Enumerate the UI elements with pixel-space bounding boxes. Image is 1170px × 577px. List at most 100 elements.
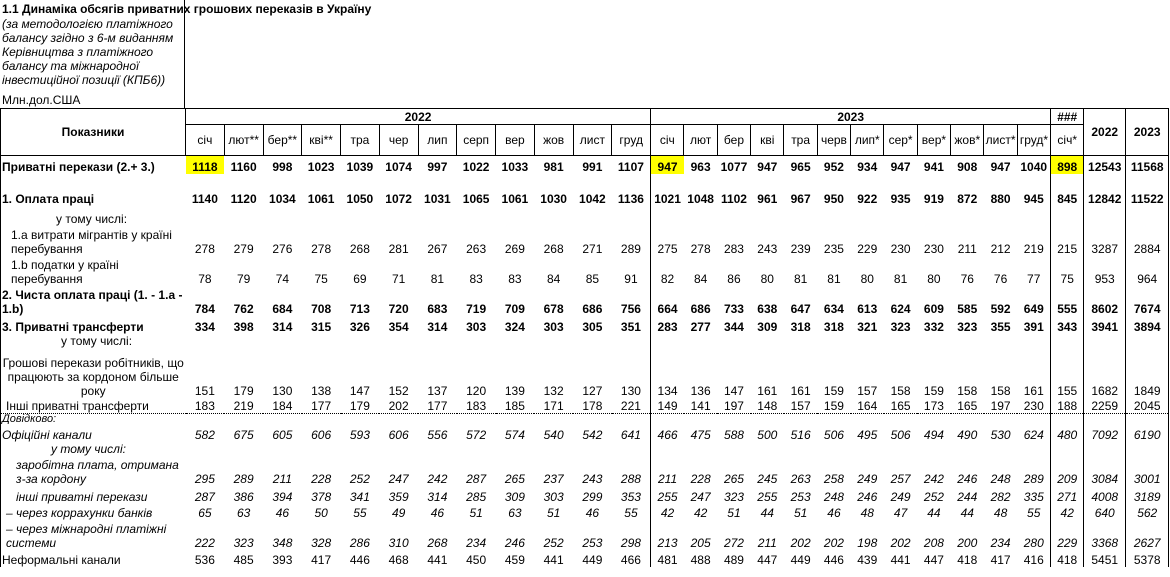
- value-cell: 495: [857, 428, 878, 442]
- empty-cell: [1125, 413, 1170, 424]
- empty-cell: [301, 413, 341, 424]
- empty-cell: [1083, 442, 1126, 456]
- empty-cell: [983, 413, 1018, 424]
- value-cell: 1040: [1020, 159, 1048, 174]
- empty-cell: [850, 413, 884, 424]
- empty-cell: [1017, 174, 1050, 184]
- empty-cell: [573, 442, 612, 456]
- header-row: січ лют** бер** кві** тра чер лип серп вер жов лис…: [1, 124, 1169, 156]
- empty-cell: [750, 413, 784, 424]
- value-cell: 86: [727, 271, 741, 286]
- value-cell: 719: [466, 301, 487, 316]
- month-header: груд: [611, 124, 652, 156]
- value-cell: 184: [272, 399, 293, 413]
- empty-cell: [684, 334, 717, 348]
- value-cell: 335: [1023, 490, 1044, 504]
- value-cell: 981: [543, 159, 564, 174]
- value-cell: 228: [311, 472, 332, 486]
- empty-cell: [851, 334, 884, 348]
- value-cell: 197: [990, 399, 1011, 413]
- empty-cell: [951, 174, 984, 184]
- value-cell: 683: [427, 301, 448, 316]
- month-header: лип*: [850, 124, 885, 156]
- value-cell: 686: [690, 301, 711, 316]
- spacer-row: [0, 173, 1170, 184]
- month-header: кві: [750, 124, 785, 156]
- value-cell: 84: [546, 271, 561, 286]
- value-cell: 441: [890, 553, 911, 567]
- value-cell: 268: [349, 241, 370, 256]
- month-header: чер: [378, 124, 419, 156]
- value-cell: 530: [990, 428, 1011, 442]
- value-cell: 130: [620, 383, 641, 398]
- empty-cell: [917, 442, 950, 456]
- value-cell: 315: [311, 319, 332, 334]
- value-cell: 678: [543, 301, 564, 316]
- value-cell: 161: [1023, 383, 1044, 398]
- value-cell: 941: [923, 159, 944, 174]
- empty-cell: [650, 442, 684, 456]
- value-cell: 708: [311, 301, 332, 316]
- value-cell: 85: [585, 271, 600, 286]
- value-cell: 243: [582, 472, 603, 486]
- value-cell: 934: [857, 159, 878, 174]
- value-cell: 3189: [1125, 486, 1170, 504]
- value-cell: 253: [582, 536, 603, 550]
- value-cell: 762: [233, 301, 254, 316]
- empty-cell: [612, 174, 651, 184]
- value-cell: 378: [311, 490, 332, 504]
- value-cell: 441: [427, 553, 448, 567]
- empty-cell: [224, 413, 263, 424]
- empty-cell: [884, 174, 917, 184]
- empty-cell: [418, 334, 457, 348]
- empty-cell: [1017, 334, 1050, 348]
- month-header: тра: [340, 124, 380, 156]
- value-cell: 1023: [307, 159, 335, 174]
- row-label: Довідково:: [0, 413, 186, 424]
- empty-cell: [186, 206, 225, 226]
- value-cell: 211: [650, 456, 684, 486]
- value-cell: 3287: [1083, 225, 1126, 256]
- value-cell: 709: [504, 301, 525, 316]
- value-cell: 961: [757, 191, 778, 206]
- value-cell: 332: [923, 319, 944, 334]
- empty-cell: [612, 206, 651, 226]
- value-cell: 268: [543, 241, 564, 256]
- empty-cell: [917, 413, 951, 424]
- empty-cell: [817, 206, 850, 226]
- table-row: – через міжнародні платіжні системи 222 32…: [0, 520, 1170, 550]
- value-cell: 713: [349, 301, 370, 316]
- empty-cell: [817, 413, 851, 424]
- month-header: лип: [417, 124, 458, 156]
- month-header: лист: [572, 124, 613, 156]
- value-cell: 1136: [617, 191, 644, 206]
- value-cell: 3368: [1083, 520, 1126, 550]
- header-cell: 2023: [1125, 108, 1170, 156]
- value-cell: 417: [311, 553, 332, 567]
- empty-cell: [418, 174, 457, 184]
- value-cell: 684: [272, 301, 293, 316]
- value-cell: 158: [957, 383, 978, 398]
- value-cell: 244: [957, 490, 978, 504]
- value-cell: 500: [757, 428, 778, 442]
- value-cell: 287: [466, 472, 487, 486]
- table-row: Довідково:: [0, 413, 1170, 424]
- empty-cell: [851, 206, 884, 226]
- value-cell: 84: [693, 271, 708, 286]
- empty-cell: [984, 334, 1017, 348]
- value-cell: 997: [427, 159, 448, 174]
- value-cell: 447: [757, 553, 778, 567]
- empty-cell: [379, 442, 418, 456]
- value-cell: 178: [582, 399, 603, 413]
- empty-cell: [457, 174, 496, 184]
- value-cell: 158: [890, 383, 911, 398]
- value-cell: 675: [233, 428, 254, 442]
- value-cell: 42: [1050, 504, 1084, 520]
- value-cell: 1160: [230, 159, 257, 174]
- empty-cell: [717, 174, 750, 184]
- value-cell: 44: [760, 506, 774, 520]
- value-cell: 283: [650, 315, 684, 334]
- empty-cell: [817, 174, 850, 184]
- month-header: січ: [185, 124, 225, 156]
- value-cell: 7092: [1083, 424, 1126, 442]
